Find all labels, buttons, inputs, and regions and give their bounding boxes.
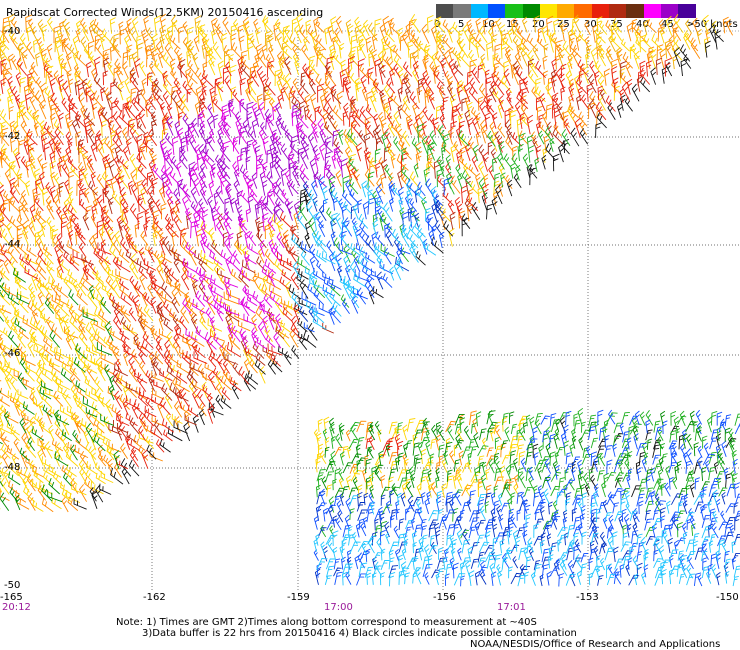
colorbar-swatch <box>643 4 662 18</box>
wind-barb-group <box>0 12 718 512</box>
wind-barbs <box>0 12 740 587</box>
lon-label-162: -162 <box>143 592 166 603</box>
lon-label-156: -156 <box>433 592 456 603</box>
wind-barb-group <box>0 55 672 470</box>
colorbar-label-40: 40 <box>636 19 649 30</box>
colorbar-swatch <box>591 4 610 18</box>
time-label-middle: 17:00 <box>324 602 353 613</box>
lat-label-46: -46 <box>4 348 21 359</box>
colorbar-swatch <box>660 4 679 18</box>
colorbar-swatch <box>626 4 645 18</box>
colorbar-swatch <box>574 4 593 18</box>
wind-barb-group <box>152 98 343 350</box>
colorbar-swatch <box>470 4 489 18</box>
colorbar-swatch <box>453 4 472 18</box>
wind-barb-group <box>0 267 735 511</box>
colorbar-label-10: 10 <box>482 19 495 30</box>
colorbar-swatch <box>487 4 506 18</box>
colorbar-label-20: 20 <box>532 19 545 30</box>
colorbar-swatch <box>539 4 558 18</box>
lon-label-150: -150 <box>716 592 739 603</box>
lon-label-159: -159 <box>287 592 310 603</box>
map-title: Rapidscat Corrected Winds(12.5KM) 201504… <box>6 6 324 19</box>
colorbar-swatch <box>678 4 696 18</box>
note-line-2: 3)Data buffer is 22 hrs from 20150416 4)… <box>142 628 577 639</box>
colorbar-swatch <box>557 4 575 18</box>
colorbar-swatch <box>436 4 454 18</box>
time-label-right: 17:01 <box>497 602 526 613</box>
colorbar-label-5: 5 <box>458 19 465 30</box>
wind-barb-group <box>73 24 737 510</box>
colorbar-label-25: 25 <box>557 19 570 30</box>
lat-label-44: -44 <box>4 239 21 250</box>
colorbar-swatch <box>505 4 523 18</box>
time-label-left: 20:12 <box>2 602 31 613</box>
lat-label-42: -42 <box>4 131 21 142</box>
note-line-1: Note: 1) Times are GMT 2)Times along bot… <box>116 617 537 628</box>
lat-label-48: -48 <box>4 462 21 473</box>
lon-label-165: -165 <box>0 592 23 603</box>
credit-line: NOAA/NESDIS/Office of Research and Appli… <box>470 639 721 650</box>
wind-barb-group <box>297 123 740 539</box>
lat-label-50: -50 <box>4 580 21 591</box>
colorbar-swatch <box>609 4 627 18</box>
colorbar-label-30: 30 <box>584 19 597 30</box>
lat-label-40: -40 <box>4 26 21 37</box>
colorbar-swatch <box>522 4 541 18</box>
lon-label-153: -153 <box>576 592 599 603</box>
wind-barb-group <box>0 13 702 70</box>
wind-barb-group <box>290 180 740 587</box>
wind-barb-group <box>58 56 663 443</box>
colorbar-label-50-knots: >50 knots <box>686 19 738 30</box>
